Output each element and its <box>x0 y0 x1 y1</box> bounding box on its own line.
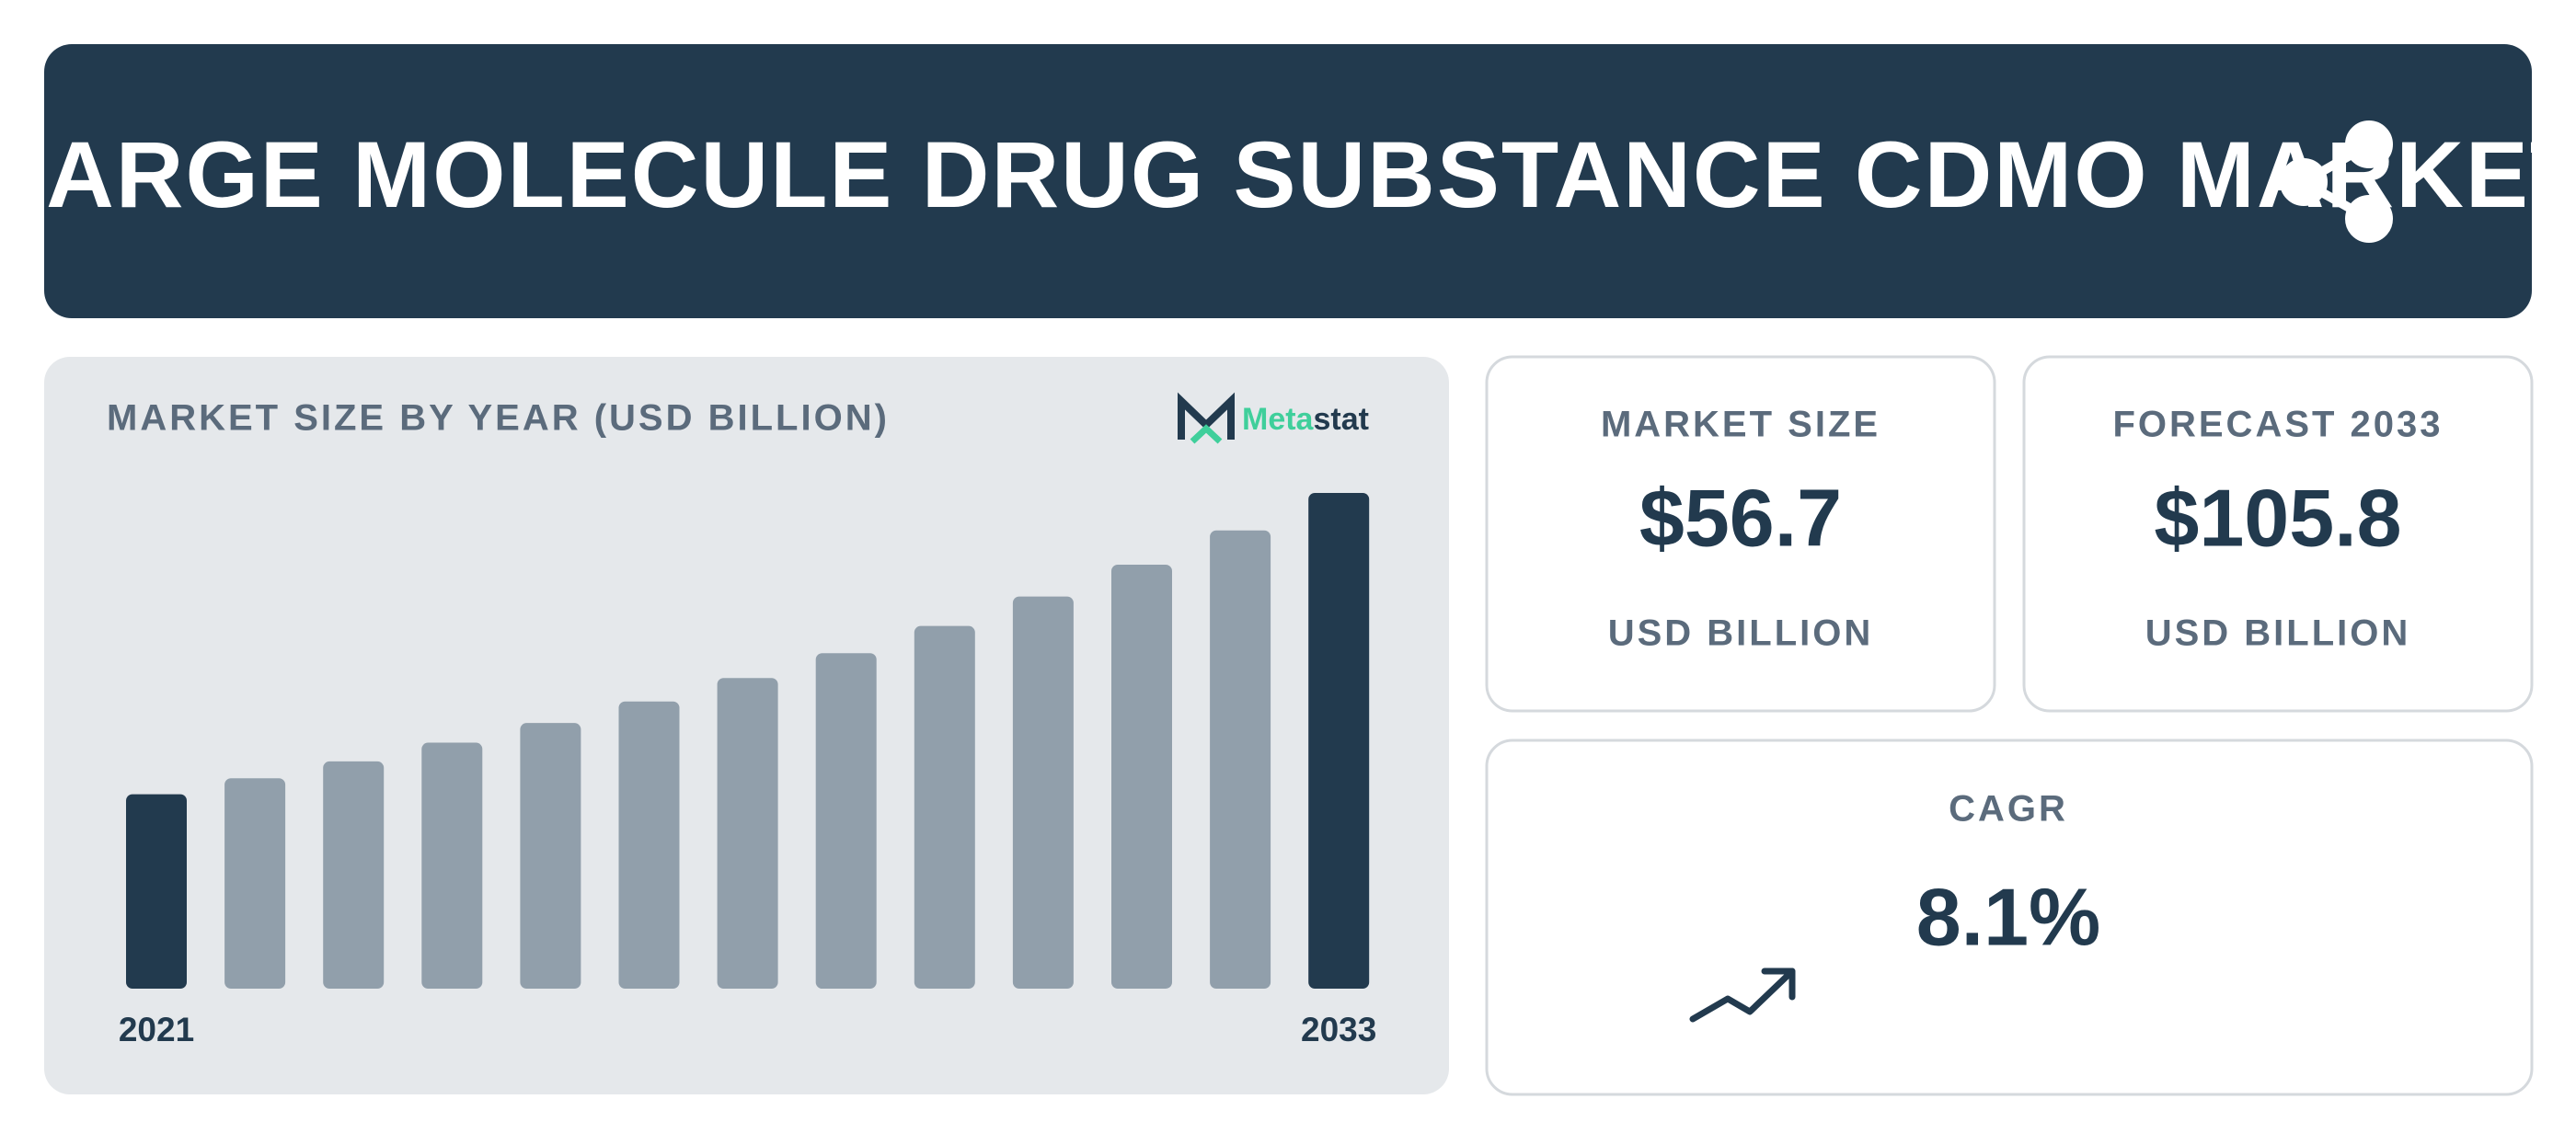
x-tick-label: 2021 <box>119 1011 194 1048</box>
card <box>1485 355 1996 713</box>
card <box>1485 739 2534 1096</box>
bar <box>224 778 286 989</box>
logo-text: Metastat <box>1242 402 1369 437</box>
bar <box>421 742 483 989</box>
chart-title: MARKET SIZE BY YEAR (USD BILLION) <box>107 398 890 439</box>
bar <box>323 761 385 989</box>
card-unit: USD BILLION <box>2145 613 2411 654</box>
bar <box>1210 530 1271 989</box>
bar <box>1111 564 1172 989</box>
header-title: LARGE MOLECULE DRUG SUBSTANCE CDMO MARKE… <box>0 122 2576 227</box>
trend-icon <box>1689 968 1796 1023</box>
bar <box>520 723 581 989</box>
bar <box>914 625 975 989</box>
card-value: $56.7 <box>1639 472 1842 563</box>
card-value: 8.1% <box>1916 871 2101 962</box>
card-label: CAGR <box>1949 789 2068 830</box>
card-label: MARKET SIZE <box>1601 405 1880 445</box>
logo-part: Meta <box>1242 402 1315 437</box>
logo: Metastat <box>1178 392 1369 444</box>
logo-part: stat <box>1313 402 1368 437</box>
card-value: $105.8 <box>2154 472 2401 563</box>
card-unit: USD BILLION <box>1608 613 1874 654</box>
share-icon <box>2280 120 2393 243</box>
card-label: FORECAST 2033 <box>2112 405 2443 445</box>
header-banner <box>44 44 2532 318</box>
bar <box>126 794 187 989</box>
bar <box>717 678 778 989</box>
bar <box>815 653 877 989</box>
bar <box>1308 493 1370 989</box>
bar <box>618 701 680 989</box>
card <box>2022 355 2534 713</box>
x-tick-label: 2033 <box>1301 1011 1376 1048</box>
bar <box>1012 596 1074 989</box>
